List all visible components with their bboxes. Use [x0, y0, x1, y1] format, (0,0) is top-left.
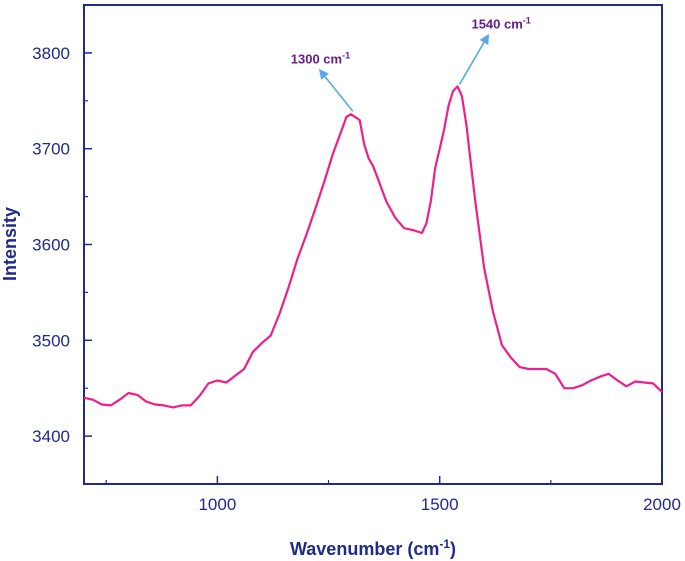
y-axis-title: Intensity	[0, 207, 20, 281]
x-axis-title-sup: -1	[439, 537, 450, 551]
annotation-label-text: 1540 cm	[471, 16, 522, 31]
annotation-label: 1540 cm-1	[471, 15, 530, 31]
y-tick-label: 3400	[32, 427, 70, 446]
annotation-label-sup: -1	[523, 15, 531, 25]
x-tick-label: 1500	[421, 495, 459, 514]
y-tick-label: 3700	[32, 140, 70, 159]
annotation-arrow	[318, 68, 354, 112]
x-axis-title-close: )	[450, 539, 456, 559]
x-axis-title: Wavenumber (cm-1)	[290, 537, 456, 559]
annotation-label-text: 1300 cm	[291, 51, 342, 66]
annotation-label: 1300 cm-1	[291, 50, 350, 66]
annotation-label-sup: -1	[342, 50, 350, 60]
tick-labels-group: 1000 1500 2000 3400 3500 3600 3700 3800	[32, 44, 681, 514]
x-tick-label: 1000	[198, 495, 236, 514]
x-tick-label: 2000	[643, 495, 681, 514]
series-line	[83, 85, 663, 409]
plot-frame	[83, 4, 663, 485]
annotation-arrow	[458, 33, 489, 85]
x-axis-title-text: Wavenumber (cm	[290, 539, 439, 559]
y-tick-label: 3800	[32, 44, 70, 63]
y-tick-label: 3600	[32, 236, 70, 255]
y-tick-label: 3500	[32, 331, 70, 350]
ticks-group	[84, 4, 663, 485]
